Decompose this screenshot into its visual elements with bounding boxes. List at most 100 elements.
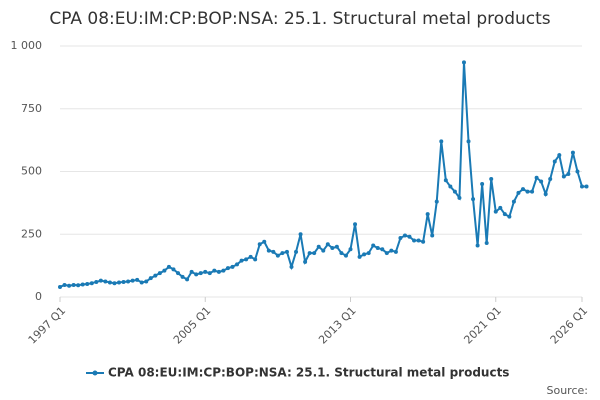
point bbox=[439, 139, 444, 144]
point bbox=[561, 174, 566, 179]
point bbox=[271, 249, 276, 254]
point bbox=[85, 281, 90, 286]
point bbox=[580, 184, 584, 189]
point bbox=[135, 277, 140, 282]
point bbox=[207, 271, 212, 276]
point bbox=[348, 247, 353, 252]
point bbox=[371, 243, 376, 248]
point bbox=[530, 189, 535, 194]
point bbox=[489, 177, 494, 182]
point bbox=[58, 284, 62, 289]
point bbox=[316, 244, 321, 249]
point bbox=[94, 279, 99, 284]
point bbox=[67, 283, 72, 288]
point bbox=[511, 199, 516, 204]
point bbox=[298, 232, 303, 237]
point bbox=[212, 268, 217, 273]
point bbox=[452, 189, 457, 194]
point bbox=[570, 150, 575, 155]
legend-label: CPA 08:EU:IM:CP:BOP:NSA: 25.1. Structura… bbox=[108, 366, 509, 380]
point bbox=[80, 282, 85, 287]
point bbox=[475, 243, 480, 248]
point bbox=[180, 274, 185, 279]
point bbox=[289, 264, 294, 269]
point bbox=[266, 248, 271, 253]
point bbox=[216, 269, 221, 274]
point bbox=[71, 282, 76, 287]
point bbox=[98, 278, 103, 283]
point bbox=[121, 279, 126, 284]
point bbox=[157, 271, 162, 276]
point bbox=[321, 248, 326, 253]
point bbox=[520, 187, 525, 192]
point bbox=[366, 251, 371, 256]
y-tick-label: 750 bbox=[21, 102, 42, 115]
point bbox=[375, 246, 380, 251]
point bbox=[430, 233, 435, 238]
point bbox=[516, 190, 521, 195]
point bbox=[343, 253, 348, 258]
point bbox=[284, 249, 289, 254]
point bbox=[502, 212, 507, 217]
point bbox=[303, 259, 308, 264]
point bbox=[557, 153, 562, 158]
legend-marker bbox=[92, 370, 98, 376]
point bbox=[548, 177, 553, 182]
point bbox=[257, 242, 262, 247]
point bbox=[307, 251, 312, 256]
point bbox=[221, 268, 226, 273]
point bbox=[244, 257, 249, 262]
point bbox=[448, 184, 453, 189]
point bbox=[262, 239, 267, 244]
point bbox=[275, 253, 280, 258]
point bbox=[434, 199, 439, 204]
point bbox=[103, 279, 108, 284]
point bbox=[457, 195, 462, 200]
point bbox=[402, 233, 407, 238]
point bbox=[253, 257, 258, 262]
point bbox=[166, 264, 171, 269]
point bbox=[89, 281, 94, 286]
point bbox=[334, 244, 339, 249]
chart-title: CPA 08:EU:IM:CP:BOP:NSA: 25.1. Structura… bbox=[49, 9, 550, 29]
point bbox=[357, 254, 362, 259]
point bbox=[126, 279, 131, 284]
point bbox=[185, 277, 190, 282]
point bbox=[384, 251, 389, 256]
point bbox=[493, 209, 498, 214]
y-tick-label: 500 bbox=[21, 165, 42, 178]
point bbox=[203, 269, 208, 274]
point bbox=[389, 248, 394, 253]
point bbox=[239, 258, 244, 263]
point bbox=[543, 192, 548, 197]
point bbox=[171, 267, 176, 272]
point bbox=[62, 282, 67, 287]
point bbox=[575, 169, 580, 174]
point bbox=[330, 246, 335, 251]
point bbox=[480, 182, 485, 187]
point bbox=[566, 172, 571, 177]
point bbox=[534, 175, 539, 180]
point bbox=[525, 189, 530, 194]
point bbox=[484, 241, 489, 246]
point bbox=[466, 139, 471, 144]
point bbox=[353, 222, 358, 227]
point bbox=[507, 214, 512, 219]
point bbox=[117, 280, 122, 285]
point bbox=[176, 271, 181, 276]
point bbox=[425, 212, 430, 217]
x-tick-label: 2013 Q1 bbox=[316, 304, 359, 347]
point bbox=[235, 262, 240, 267]
point bbox=[248, 254, 253, 259]
x-tick-label: 2026 Q1 bbox=[548, 304, 591, 347]
point bbox=[421, 239, 426, 244]
point bbox=[412, 238, 417, 243]
point bbox=[443, 178, 448, 183]
point bbox=[144, 279, 149, 284]
point bbox=[189, 269, 194, 274]
y-tick-label: 250 bbox=[21, 227, 42, 240]
point bbox=[194, 272, 199, 277]
point bbox=[584, 184, 589, 189]
point bbox=[312, 251, 317, 256]
